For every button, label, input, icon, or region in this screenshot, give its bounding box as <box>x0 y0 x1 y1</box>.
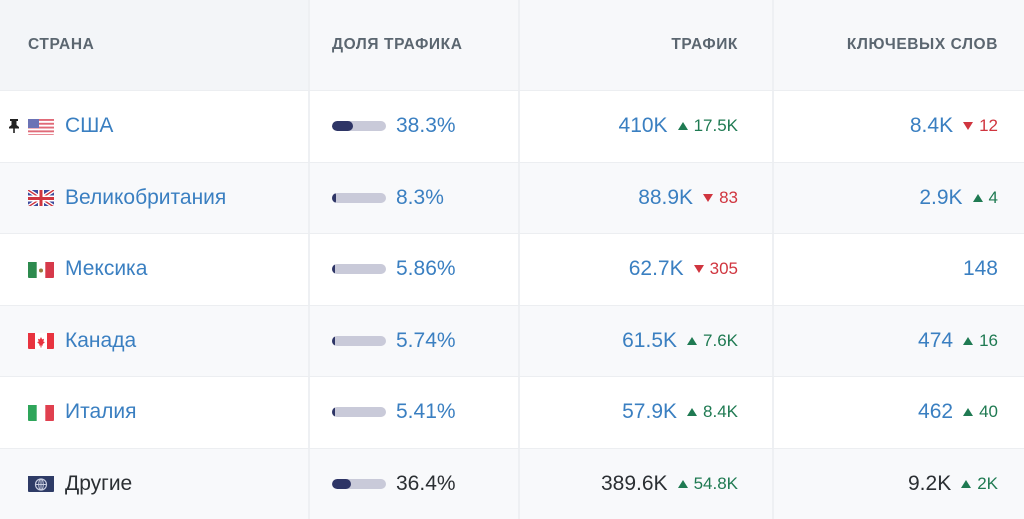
arrow-down-icon <box>703 194 713 202</box>
keywords-delta: 2K <box>961 474 998 494</box>
traffic-share-bar <box>332 407 386 417</box>
traffic-share-bar <box>332 336 386 346</box>
header-traffic-share[interactable]: ДОЛЯ ТРАФИКА <box>308 0 518 90</box>
table-row: США 38.3% 410K 17.5K 8.4K 12 <box>0 90 1024 162</box>
keywords-value[interactable]: 148 <box>963 257 998 281</box>
arrow-up-icon <box>687 408 697 416</box>
arrow-down-icon <box>963 122 973 130</box>
table-row: Великобритания 8.3% 88.9K 83 2.9K 4 <box>0 162 1024 234</box>
traffic-value[interactable]: 61.5K <box>622 329 677 353</box>
country-label: Другие <box>65 472 132 496</box>
arrow-up-icon <box>678 480 688 488</box>
us-flag-icon <box>28 118 54 135</box>
arrow-up-icon <box>973 194 983 202</box>
traffic-value[interactable]: 410K <box>619 114 668 138</box>
traffic-delta: 305 <box>694 259 738 279</box>
uk-flag-icon <box>28 189 54 206</box>
country-link[interactable]: Канада <box>65 329 136 353</box>
country-link[interactable]: Великобритания <box>65 186 226 210</box>
keywords-value: 9.2K <box>908 472 951 496</box>
arrow-up-icon <box>963 408 973 416</box>
traffic-share-value: 5.41% <box>396 400 456 424</box>
keywords-delta: 16 <box>963 331 998 351</box>
keywords-value[interactable]: 8.4K <box>910 114 953 138</box>
table-row: Мексика 5.86% 62.7K 305 148 <box>0 233 1024 305</box>
arrow-up-icon <box>678 122 688 130</box>
keywords-value[interactable]: 2.9K <box>919 186 962 210</box>
pin-icon[interactable] <box>8 119 20 133</box>
arrow-up-icon <box>961 480 971 488</box>
traffic-share-value: 36.4% <box>396 472 456 496</box>
traffic-delta: 7.6K <box>687 331 738 351</box>
traffic-share-bar <box>332 264 386 274</box>
table-row: Канада 5.74% 61.5K 7.6K 474 16 <box>0 305 1024 377</box>
traffic-share-bar <box>332 193 386 203</box>
traffic-value[interactable]: 88.9K <box>638 186 693 210</box>
country-link[interactable]: Мексика <box>65 257 147 281</box>
traffic-delta: 17.5K <box>678 116 738 136</box>
header-keywords[interactable]: КЛЮЧЕВЫХ СЛОВ <box>772 0 1024 90</box>
traffic-delta: 8.4K <box>687 402 738 422</box>
keywords-value[interactable]: 474 <box>918 329 953 353</box>
arrow-up-icon <box>963 337 973 345</box>
traffic-share-bar <box>332 121 386 131</box>
arrow-up-icon <box>687 337 697 345</box>
traffic-delta: 54.8K <box>678 474 738 494</box>
country-link[interactable]: Италия <box>65 400 137 424</box>
traffic-value: 389.6K <box>601 472 668 496</box>
traffic-share-value: 8.3% <box>396 186 444 210</box>
header-country[interactable]: СТРАНА <box>0 0 308 90</box>
traffic-share-bar <box>332 479 386 489</box>
mexico-flag-icon <box>28 261 54 278</box>
table-header: СТРАНА ДОЛЯ ТРАФИКА ТРАФИК КЛЮЧЕВЫХ СЛОВ <box>0 0 1024 90</box>
traffic-value[interactable]: 57.9K <box>622 400 677 424</box>
traffic-share-value: 38.3% <box>396 114 456 138</box>
arrow-down-icon <box>694 265 704 273</box>
table-row: Италия 5.41% 57.9K 8.4K 462 40 <box>0 376 1024 448</box>
canada-flag-icon <box>28 332 54 349</box>
keywords-delta: 4 <box>973 188 998 208</box>
globe-icon <box>28 475 54 492</box>
traffic-share-value: 5.74% <box>396 329 456 353</box>
keywords-delta: 12 <box>963 116 998 136</box>
traffic-delta: 83 <box>703 188 738 208</box>
header-traffic[interactable]: ТРАФИК <box>518 0 772 90</box>
keywords-value[interactable]: 462 <box>918 400 953 424</box>
table-row: Другие 36.4% 389.6K 54.8K 9.2K 2K <box>0 448 1024 519</box>
traffic-share-value: 5.86% <box>396 257 456 281</box>
keywords-delta: 40 <box>963 402 998 422</box>
italy-flag-icon <box>28 404 54 421</box>
traffic-value[interactable]: 62.7K <box>629 257 684 281</box>
country-link[interactable]: США <box>65 114 113 138</box>
